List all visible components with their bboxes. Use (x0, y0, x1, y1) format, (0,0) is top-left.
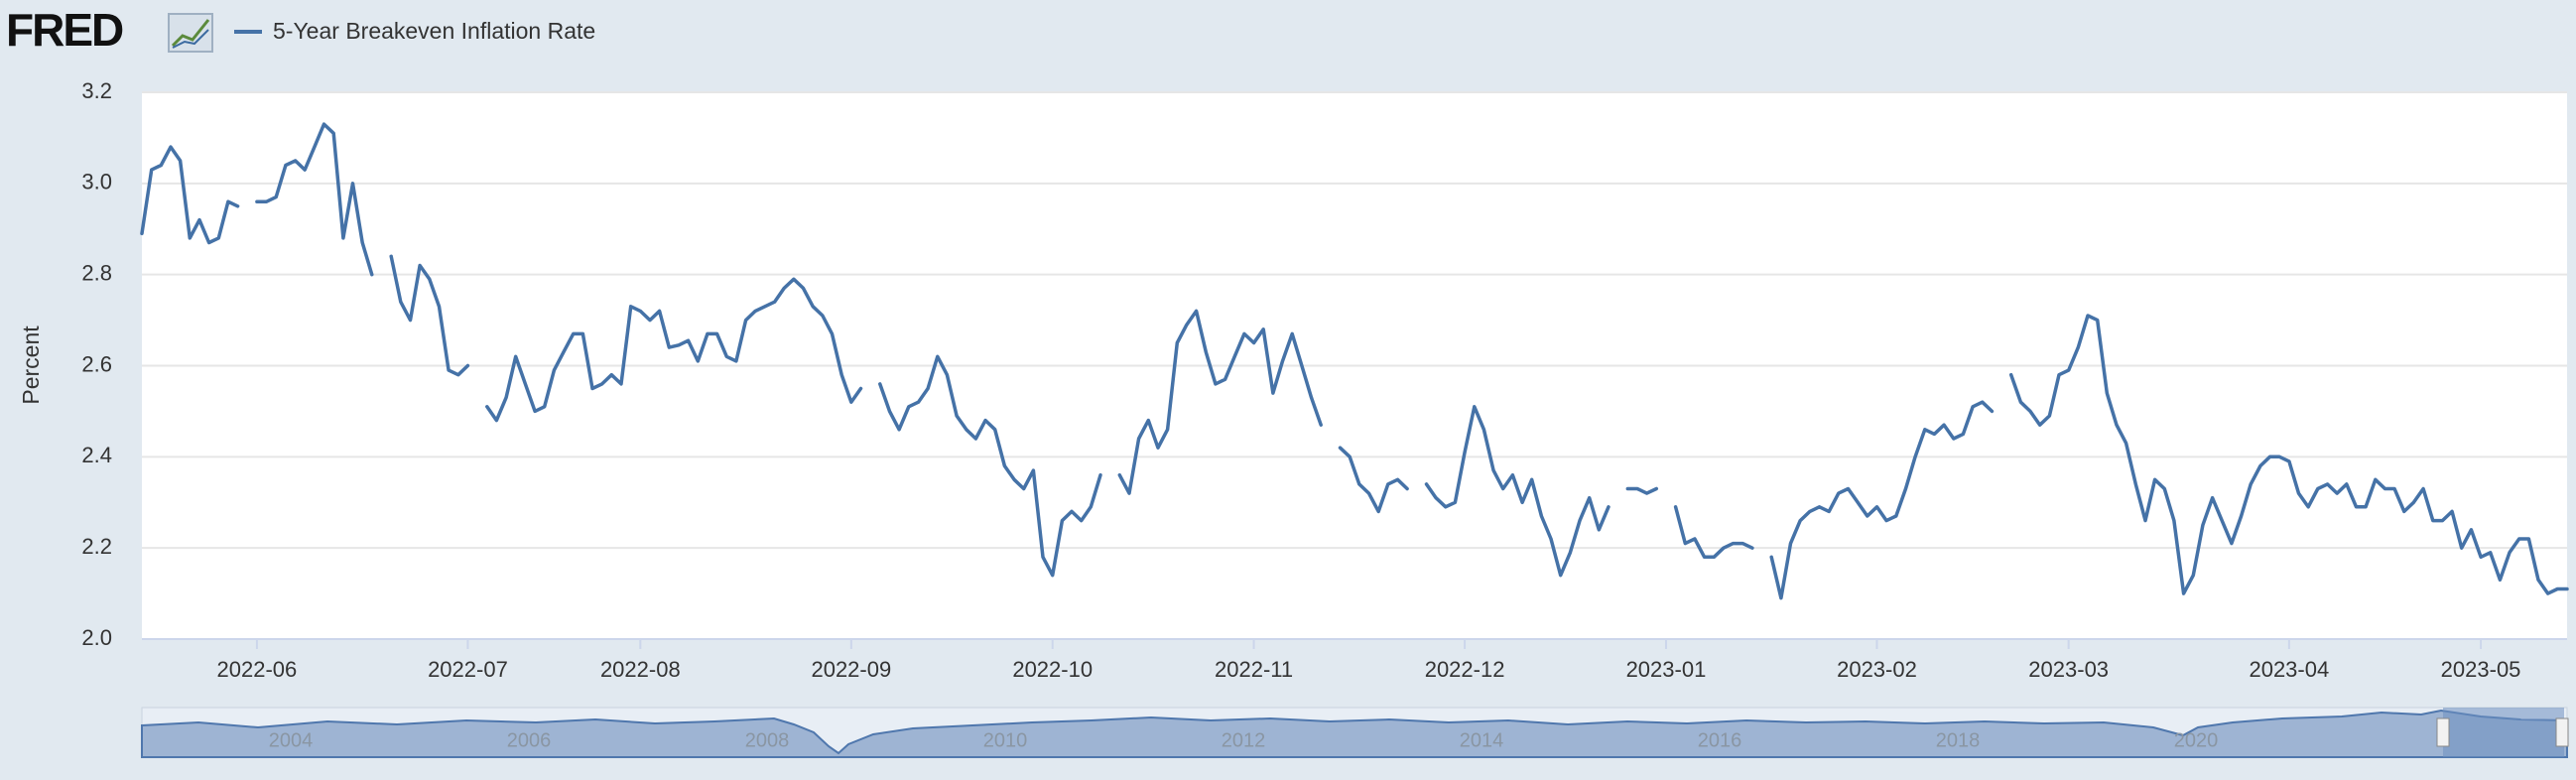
x-tick-label: 2022-07 (428, 657, 508, 682)
y-tick-label: 2.8 (81, 260, 112, 285)
logo: FRED (6, 4, 123, 56)
navigator-label: 2020 (2174, 729, 2219, 751)
navigator-label: 2014 (1460, 729, 1504, 751)
x-tick-label: 2022-09 (811, 657, 891, 682)
logo-icon-line (171, 19, 210, 48)
navigator: 2004 2006 2008 2010 2012 2014 2016 2018 2020 (141, 707, 2569, 758)
y-tick-label: 2.0 (81, 625, 112, 650)
navigator-handle[interactable] (2436, 717, 2450, 747)
logo-icon-line (172, 29, 209, 49)
x-tick-label: 2023-01 (1626, 657, 1707, 682)
x-tick-label: 2023-02 (1837, 657, 1917, 682)
x-tick-label: 2022-08 (600, 657, 681, 682)
navigator-label: 2004 (269, 729, 314, 751)
x-tick-label: 2022-11 (1215, 657, 1293, 682)
y-tick-label: 3.2 (81, 78, 112, 103)
navigator-handle[interactable] (2555, 717, 2569, 747)
y-tick-label: 2.6 (81, 351, 112, 376)
x-tick-label: 2023-03 (2028, 657, 2109, 682)
x-tick-label: 2023-05 (2441, 657, 2521, 682)
y-tick-label: 2.4 (81, 443, 112, 467)
x-tick-label: 2022-10 (1012, 657, 1093, 682)
logo-icon (168, 13, 213, 53)
x-tick-label: 2022-06 (217, 657, 298, 682)
navigator-selection[interactable] (2443, 708, 2564, 757)
y-tick-label: 3.0 (81, 170, 112, 195)
navigator-area (141, 709, 2568, 758)
series-line (140, 122, 2569, 600)
navigator-label: 2012 (1222, 729, 1266, 751)
navigator-label: 2016 (1698, 729, 1742, 751)
navigator-label: 2018 (1936, 729, 1981, 751)
x-tick-label: 2023-04 (2249, 657, 2329, 682)
navigator-label: 2006 (507, 729, 552, 751)
x-tick-label: 2022-12 (1425, 657, 1505, 682)
navigator-label: 2008 (745, 729, 790, 751)
legend-label: 5-Year Breakeven Inflation Rate (273, 18, 595, 44)
y-axis-label: Percent (18, 325, 44, 405)
navigator-label: 2010 (983, 729, 1028, 751)
y-tick-label: 2.2 (81, 534, 112, 559)
